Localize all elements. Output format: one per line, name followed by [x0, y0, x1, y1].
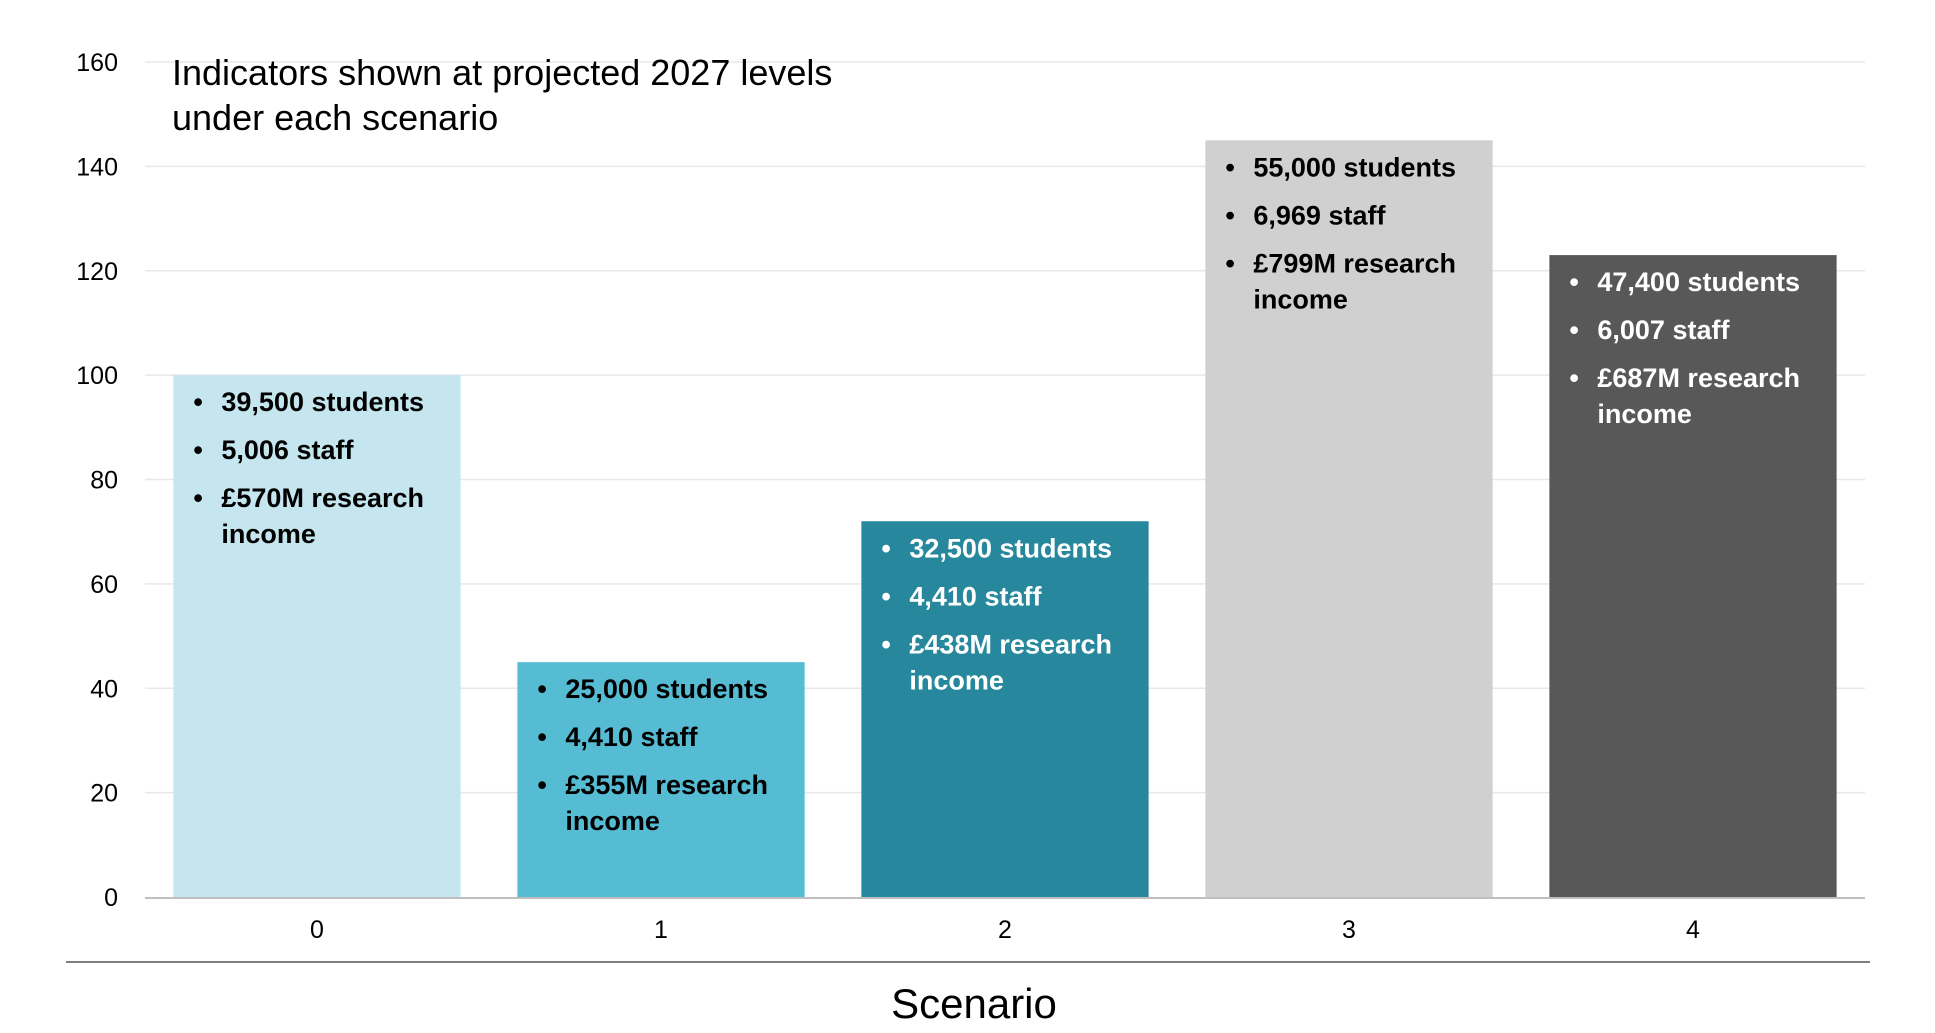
bullet-text: 5,006 staff — [221, 435, 354, 465]
bullet-icon: • — [537, 770, 546, 800]
bar-scenario-0 — [173, 375, 461, 897]
y-tick-label: 0 — [104, 884, 118, 912]
bullet-icon: • — [881, 581, 890, 611]
bullet-icon: • — [1569, 315, 1578, 345]
bullet-text: 6,969 staff — [1253, 200, 1386, 230]
y-tick-label: 120 — [76, 258, 118, 286]
y-axis-ticks: 0 20 40 60 80 100 120 140 160 — [76, 49, 118, 912]
bullet-icon: • — [537, 722, 546, 752]
bullet-icon: • — [537, 674, 546, 704]
bullet-text: income — [1597, 399, 1692, 429]
bar-annotation-2: • 32,500 students • 4,410 staff • £438M resea… — [881, 533, 1112, 695]
bar-scenario-1 — [517, 662, 805, 897]
bullet-text: income — [221, 519, 316, 549]
bar-scenario-2 — [861, 521, 1149, 897]
bullet-text: £570M research — [221, 483, 424, 513]
x-tick-label: 4 — [1686, 916, 1700, 944]
bullet-text: £355M research — [565, 770, 768, 800]
bars — [173, 140, 1837, 897]
bullet-text: 4,410 staff — [565, 722, 698, 752]
bullet-text: 4,410 staff — [909, 581, 1042, 611]
bar-scenario-4 — [1549, 255, 1837, 897]
bullet-text: 39,500 students — [221, 387, 424, 417]
y-tick-label: 140 — [76, 153, 118, 181]
y-tick-label: 100 — [76, 362, 118, 390]
bullet-text: 32,500 students — [909, 533, 1112, 563]
bullet-text: 6,007 staff — [1597, 315, 1730, 345]
bullet-icon: • — [881, 629, 890, 659]
chart-title-line-2: under each scenario — [172, 97, 498, 138]
y-tick-label: 20 — [90, 780, 118, 808]
y-tick-label: 80 — [90, 467, 118, 495]
bullet-text: £687M research — [1597, 363, 1800, 393]
x-tick-label: 1 — [654, 916, 668, 944]
bar-annotations: • 39,500 students • 5,006 staff • £570M resea… — [193, 152, 1800, 836]
bar-annotation-4: • 47,400 students • 6,007 staff • £687M resea… — [1569, 267, 1800, 429]
bullet-icon: • — [193, 435, 202, 465]
x-axis-ticks: 0 1 2 3 4 — [310, 916, 1700, 944]
x-tick-label: 3 — [1342, 916, 1356, 944]
bar-annotation-0: • 39,500 students • 5,006 staff • £570M resea… — [193, 387, 424, 549]
y-tick-label: 60 — [90, 571, 118, 599]
chart-title-line-1: Indicators shown at projected 2027 level… — [172, 52, 832, 93]
bullet-text: 47,400 students — [1597, 267, 1800, 297]
bullet-icon: • — [1569, 363, 1578, 393]
x-axis-label: Scenario — [891, 980, 1057, 1027]
bullet-icon: • — [881, 533, 890, 563]
bullet-icon: • — [193, 483, 202, 513]
bullet-text: £438M research — [909, 629, 1112, 659]
bar-annotation-1: • 25,000 students • 4,410 staff • £355M resea… — [537, 674, 768, 836]
bullet-icon: • — [1225, 248, 1234, 278]
x-tick-label: 0 — [310, 916, 324, 944]
bar-annotation-3: • 55,000 students • 6,969 staff • £799M resea… — [1225, 152, 1456, 314]
bullet-text: 25,000 students — [565, 674, 768, 704]
bullet-icon: • — [1225, 152, 1234, 182]
y-tick-label: 40 — [90, 675, 118, 703]
y-tick-label: 160 — [76, 49, 118, 77]
x-tick-label: 2 — [998, 916, 1012, 944]
bullet-text: income — [1253, 284, 1348, 314]
bullet-icon: • — [1569, 267, 1578, 297]
bullet-text: income — [909, 665, 1004, 695]
bullet-text: 55,000 students — [1253, 152, 1456, 182]
bar-scenario-3 — [1205, 140, 1493, 897]
bullet-text: £799M research — [1253, 248, 1456, 278]
bullet-text: income — [565, 806, 660, 836]
bullet-icon: • — [1225, 200, 1234, 230]
bullet-icon: • — [193, 387, 202, 417]
